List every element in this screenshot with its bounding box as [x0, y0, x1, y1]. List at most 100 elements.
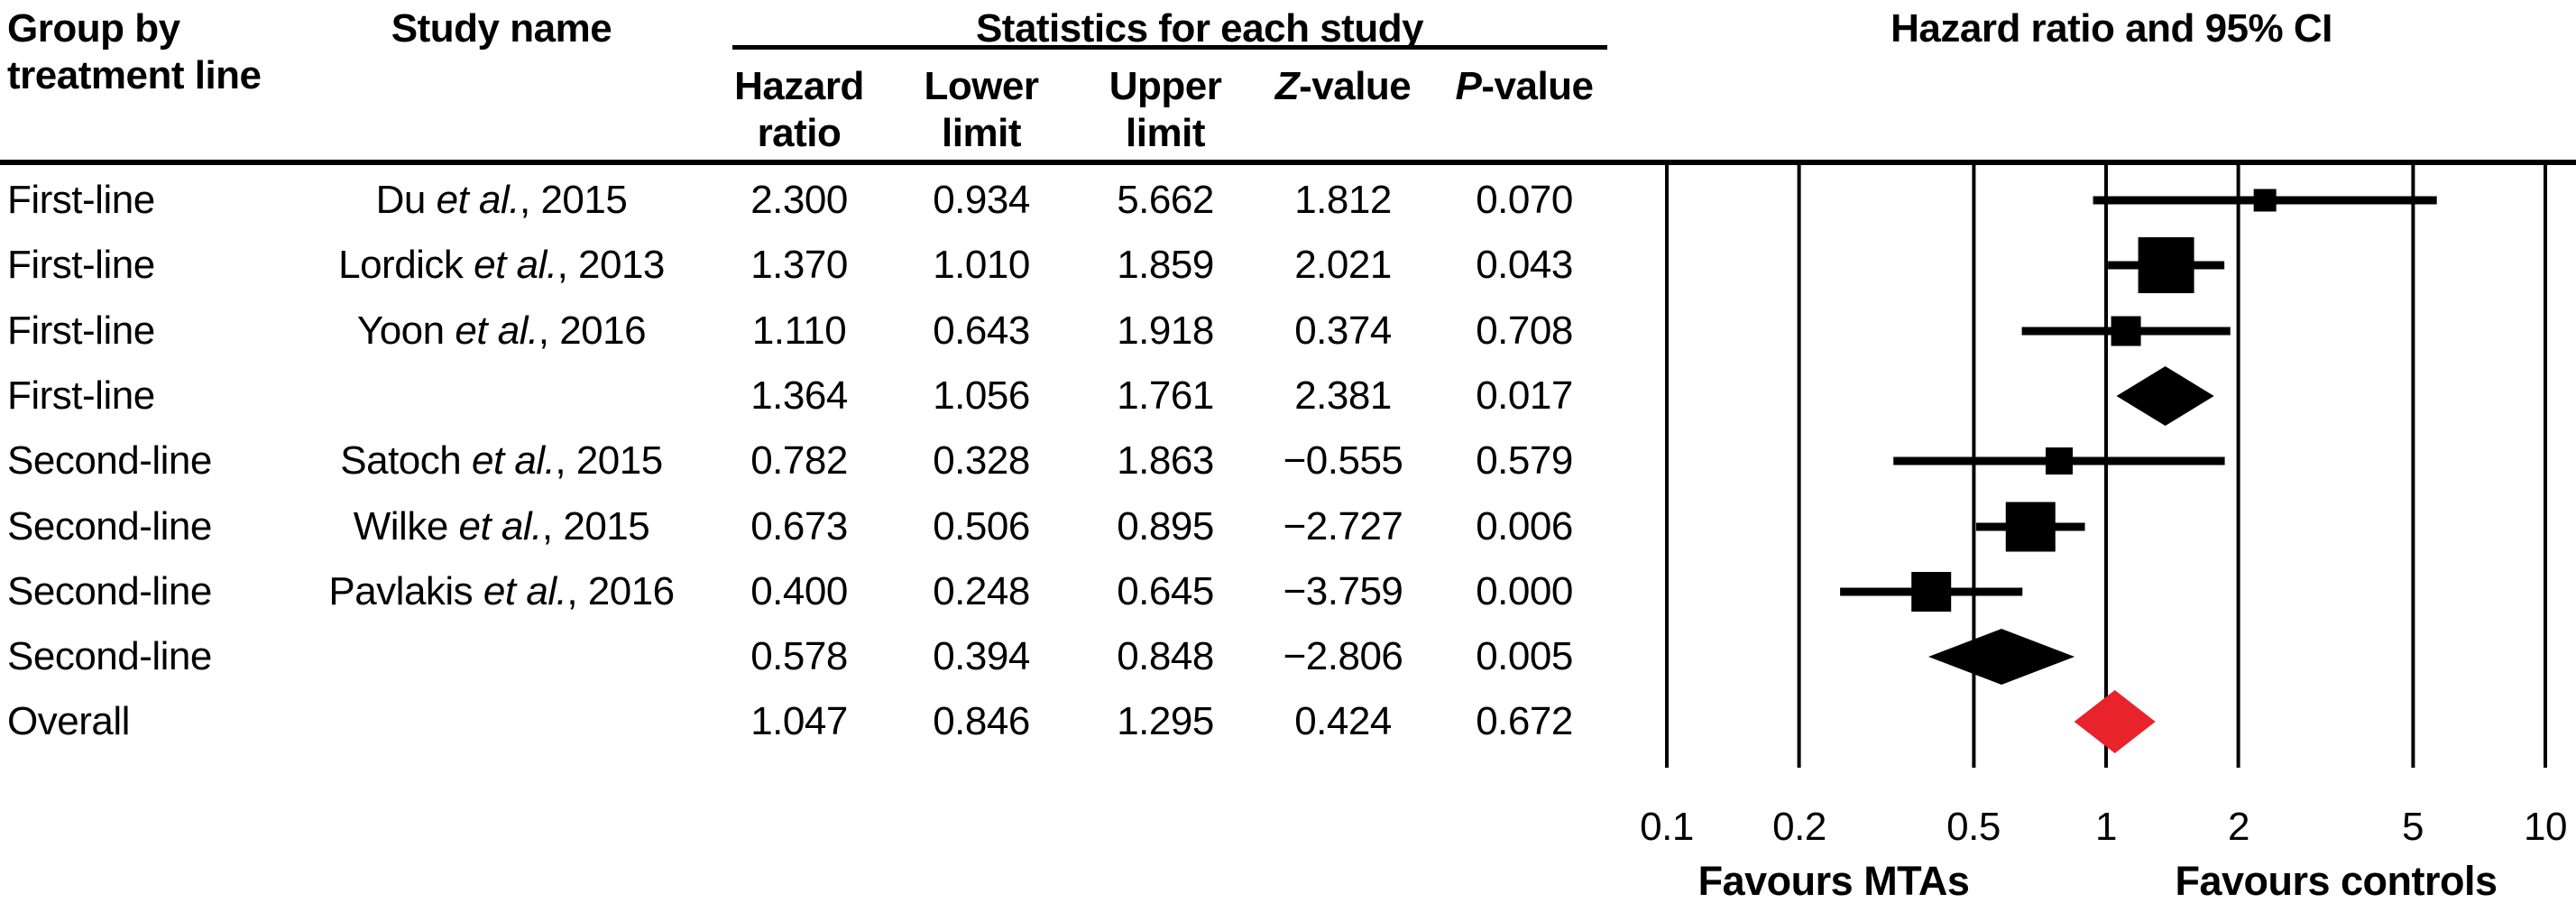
- hr-square-marker: [2138, 237, 2194, 293]
- row-p-value: 0.043: [1476, 243, 1573, 287]
- study-column-header: Study name: [391, 6, 612, 51]
- row-study-name: Satoch et al., 2015: [340, 438, 663, 483]
- row-group-label: Overall: [7, 699, 130, 743]
- x-axis-tick-label: 0.2: [1772, 805, 1826, 849]
- row-group-label: Second-line: [7, 438, 212, 483]
- row-z-value: 2.021: [1294, 243, 1392, 287]
- row-hr-value: 1.110: [751, 309, 847, 353]
- favours-left-label: Favours MTAs: [1697, 858, 1970, 903]
- row-p-value: 0.579: [1476, 438, 1573, 483]
- x-axis-tick-label: 0.5: [1946, 805, 2001, 849]
- row-lower-value: 0.248: [933, 569, 1030, 613]
- row-lower-value: 0.506: [933, 504, 1030, 548]
- row-upper-value: 0.895: [1117, 504, 1214, 548]
- stat-column-header-line2: limit: [942, 111, 1021, 155]
- plot-section-header: Hazard ratio and 95% CI: [1891, 6, 2332, 51]
- stat-column-header-line2: ratio: [757, 111, 842, 155]
- row-p-value: 0.005: [1476, 634, 1573, 678]
- row-hr-value: 0.673: [750, 504, 848, 548]
- row-upper-value: 0.645: [1117, 569, 1214, 613]
- stat-column-header-line1: P-value: [1455, 64, 1594, 108]
- stat-column-header-line1: Z-value: [1274, 64, 1412, 108]
- row-hr-value: 1.047: [750, 699, 848, 743]
- stat-column-header: Z-value: [1244, 63, 1442, 110]
- favours-right-label: Favours controls: [2175, 858, 2498, 903]
- row-z-value: −2.727: [1283, 504, 1403, 548]
- row-z-value: 0.424: [1294, 699, 1392, 743]
- row-group-label: First-line: [7, 243, 155, 287]
- statistics-header-underline: [732, 45, 1607, 50]
- row-lower-value: 0.394: [933, 634, 1030, 678]
- stat-column-header: Hazard ratio: [700, 63, 898, 157]
- hr-square-marker: [2111, 316, 2141, 346]
- row-p-value: 0.672: [1476, 699, 1573, 743]
- x-axis-tick-label: 0.1: [1640, 805, 1694, 849]
- row-upper-value: 1.859: [1117, 243, 1214, 287]
- row-hr-value: 0.400: [750, 569, 848, 613]
- row-study-name: Yoon et al., 2016: [356, 309, 647, 353]
- row-p-value: 0.006: [1476, 504, 1573, 548]
- row-study-name: Du et al., 2015: [375, 178, 628, 222]
- summary-diamond-marker: [1928, 629, 2075, 685]
- row-hr-value: 1.364: [750, 373, 848, 418]
- row-hr-value: 2.300: [750, 178, 848, 222]
- row-lower-value: 0.328: [933, 438, 1030, 483]
- row-p-value: 0.000: [1476, 569, 1573, 613]
- stat-column-header-line1: Lower: [924, 64, 1039, 108]
- row-p-value: 0.070: [1476, 178, 1573, 222]
- row-lower-value: 0.643: [933, 309, 1030, 353]
- row-group-label: Second-line: [7, 504, 212, 548]
- x-axis-tick-label: 2: [2228, 805, 2249, 849]
- stat-column-header: Lower limit: [882, 63, 1081, 157]
- row-hr-value: 1.370: [750, 243, 848, 287]
- group-column-header: Group by treatment line: [7, 5, 262, 99]
- row-group-label: First-line: [7, 309, 155, 353]
- row-z-value: 1.812: [1294, 178, 1392, 222]
- statistics-section-header: Statistics for each study: [975, 6, 1424, 51]
- row-study-name: Pavlakis et al., 2016: [328, 569, 675, 613]
- row-group-label: First-line: [7, 373, 155, 418]
- overall-diamond-marker: [2074, 690, 2156, 753]
- stat-column-header-line1: Upper: [1109, 64, 1222, 108]
- row-lower-value: 0.846: [933, 699, 1030, 743]
- group-column-header-line1: Group by: [7, 6, 180, 51]
- row-study-name: Lordick et al., 2013: [338, 243, 665, 287]
- row-z-value: 0.374: [1294, 309, 1392, 353]
- row-lower-value: 1.056: [933, 373, 1030, 418]
- stat-column-header-line2: limit: [1126, 111, 1205, 155]
- row-lower-value: 0.934: [933, 178, 1030, 222]
- row-hr-value: 0.782: [750, 438, 848, 483]
- row-upper-value: 0.848: [1117, 634, 1214, 678]
- summary-diamond-marker: [2116, 366, 2214, 426]
- hr-square-marker: [1911, 572, 1952, 612]
- row-upper-value: 1.918: [1117, 309, 1214, 353]
- row-p-value: 0.708: [1476, 309, 1573, 353]
- row-z-value: −0.555: [1283, 438, 1403, 483]
- row-group-label: First-line: [7, 178, 155, 222]
- row-p-value: 0.017: [1476, 373, 1573, 418]
- hr-square-marker: [2045, 447, 2073, 475]
- x-axis-tick-label: 5: [2402, 805, 2424, 849]
- row-upper-value: 1.761: [1117, 373, 1214, 418]
- row-z-value: −2.806: [1283, 634, 1403, 678]
- row-upper-value: 1.863: [1117, 438, 1214, 483]
- row-upper-value: 5.662: [1117, 178, 1214, 222]
- row-group-label: Second-line: [7, 634, 212, 678]
- stat-column-header-line1: Hazard: [734, 64, 864, 108]
- x-axis-tick-label: 10: [2524, 805, 2567, 849]
- hr-square-marker: [2005, 502, 2056, 552]
- row-group-label: Second-line: [7, 569, 212, 613]
- stat-column-header: Upper limit: [1066, 63, 1265, 157]
- row-z-value: −3.759: [1283, 569, 1403, 613]
- group-column-header-line2: treatment line: [7, 53, 262, 97]
- row-lower-value: 1.010: [933, 243, 1030, 287]
- x-axis-tick-label: 1: [2095, 805, 2117, 849]
- stat-column-header: P-value: [1425, 63, 1624, 110]
- header-separator-rule: [0, 160, 2576, 165]
- row-study-name: Wilke et al., 2015: [353, 504, 650, 548]
- row-z-value: 2.381: [1294, 373, 1392, 418]
- hr-square-marker: [2253, 189, 2277, 212]
- row-upper-value: 1.295: [1117, 699, 1214, 743]
